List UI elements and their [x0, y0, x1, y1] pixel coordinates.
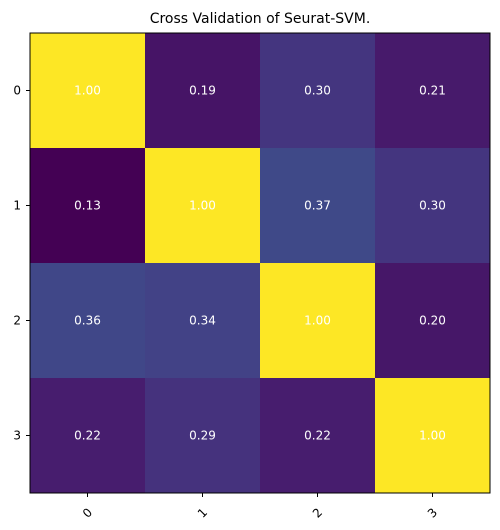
heatmap-cell — [260, 33, 376, 149]
heatmap-cell — [30, 378, 146, 494]
heatmap-cell — [30, 263, 146, 379]
x-tick-label: 3 — [425, 505, 440, 520]
cell-value-label: 0.22 — [74, 429, 101, 443]
cell-value-label: 0.20 — [419, 314, 446, 328]
heatmap-cell — [145, 33, 261, 149]
heatmap-cell — [375, 148, 491, 264]
cell-value-label: 0.29 — [189, 429, 216, 443]
cell-value-label: 1.00 — [189, 199, 216, 213]
cell-value-label: 0.19 — [189, 84, 216, 98]
cell-value-label: 0.21 — [419, 84, 446, 98]
cell-value-label: 0.36 — [74, 314, 101, 328]
x-tick-label: 1 — [195, 505, 210, 520]
heatmap-cell — [260, 148, 376, 264]
heatmap-cell — [260, 263, 376, 379]
cell-value-label: 1.00 — [74, 84, 101, 98]
chart-title: Cross Validation of Seurat-SVM. — [150, 11, 371, 27]
x-tick-label: 0 — [80, 505, 95, 520]
cell-value-label: 1.00 — [419, 429, 446, 443]
heatmap-value-labels: 1.00 0.19 0.30 0.21 0.13 1.00 0.37 0.30 0.36 0.34… — [74, 84, 446, 443]
heatmap-cell — [260, 378, 376, 494]
cell-value-label: 0.37 — [304, 199, 331, 213]
plot-frame — [29, 32, 491, 494]
y-tick-label: 2 — [13, 314, 21, 328]
cell-value-label: 0.30 — [419, 199, 446, 213]
y-tick-label: 0 — [13, 84, 21, 98]
cell-value-label: 0.34 — [189, 314, 216, 328]
cell-value-label: 0.22 — [304, 429, 331, 443]
heatmap-cell — [145, 378, 261, 494]
cell-value-label: 1.00 — [304, 314, 331, 328]
y-tick-label: 1 — [13, 199, 21, 213]
heatmap-cell — [145, 148, 261, 264]
heatmap-cell — [375, 33, 491, 149]
cell-value-label: 0.30 — [304, 84, 331, 98]
heatmap-cell — [145, 263, 261, 379]
x-tick-label: 2 — [310, 505, 325, 520]
heatmap-cell — [30, 148, 146, 264]
heatmap-cell — [375, 378, 491, 494]
heatmap-cells — [30, 33, 491, 494]
heatmap-cell — [375, 263, 491, 379]
heatmap-cell — [30, 33, 146, 149]
y-tick-label: 3 — [13, 429, 21, 443]
cell-value-label: 0.13 — [74, 199, 101, 213]
